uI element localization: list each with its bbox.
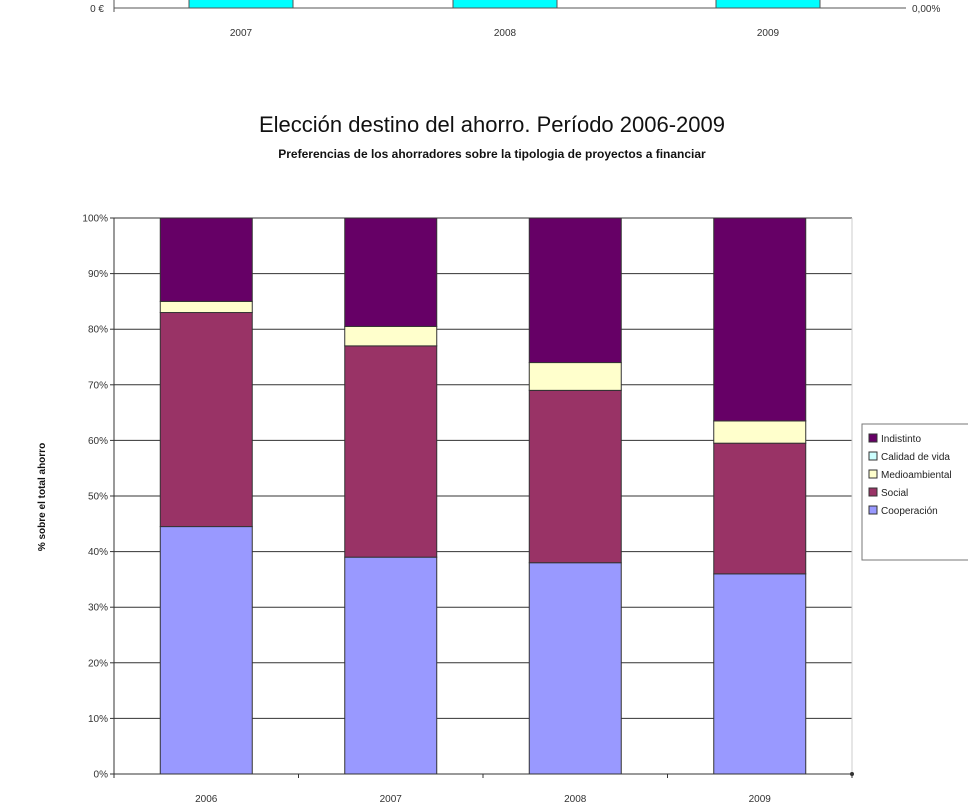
x-tick-label: 2009	[749, 794, 772, 805]
top-chart-y-right-label: 0,00%	[912, 4, 940, 15]
legend-swatch	[868, 469, 878, 479]
bar-segment	[344, 325, 438, 347]
bar-segment	[713, 442, 807, 575]
bar-segment	[159, 300, 253, 314]
y-tick-label: 100%	[82, 214, 108, 225]
bar-segment	[344, 217, 438, 327]
bar-segment	[528, 389, 622, 564]
top-chart-bar	[188, 0, 294, 9]
y-tick-label: 40%	[88, 547, 108, 558]
legend-swatch	[868, 433, 878, 443]
top-chart: 0 € 0,00% 2007 2008 2009	[90, 0, 940, 39]
legend-swatch	[868, 487, 878, 497]
bars	[159, 217, 807, 775]
legend-label: Indistinto	[881, 434, 921, 445]
axes	[113, 218, 854, 778]
bar-segment	[344, 345, 438, 558]
chart-title: Elección destino del ahorro. Período 200…	[259, 112, 725, 137]
y-tick-label: 80%	[88, 325, 108, 336]
bar-segment	[159, 312, 253, 528]
bar-segment	[344, 556, 438, 775]
chart-subtitle: Preferencias de los ahorradores sobre la…	[278, 147, 706, 161]
legend-label: Social	[881, 488, 908, 499]
x-tick-labels: 2006 2007 2008 2009	[195, 794, 771, 805]
y-tick-label: 10%	[88, 714, 108, 725]
legend-swatch	[868, 505, 878, 515]
y-tick-label: 60%	[88, 436, 108, 447]
top-chart-bar	[715, 0, 821, 9]
top-chart-category-label: 2009	[757, 28, 780, 39]
y-tick-labels: 0% 10% 20% 30% 40% 50% 60% 70% 80% 90% 100%	[82, 214, 108, 781]
legend-label: Medioambiental	[881, 470, 952, 481]
y-tick-label: 50%	[88, 492, 108, 503]
legend-swatch	[868, 451, 878, 461]
bar-segment	[159, 526, 253, 775]
y-tick-label: 30%	[88, 603, 108, 614]
x-tick-label: 2008	[564, 794, 587, 805]
legend-frame	[861, 423, 968, 561]
bar-segment	[528, 562, 622, 775]
legend-label: Cooperación	[881, 506, 938, 517]
bar-segment	[713, 420, 807, 444]
x-tick-label: 2007	[380, 794, 403, 805]
top-chart-bars	[188, 0, 821, 9]
y-tick-label: 0%	[94, 770, 109, 781]
y-tick-label: 90%	[88, 269, 108, 280]
y-tick-label: 20%	[88, 658, 108, 669]
top-chart-category-labels: 2007 2008 2009	[230, 28, 780, 39]
top-chart-y-left-label: 0 €	[90, 4, 104, 15]
top-chart-bar	[452, 0, 558, 9]
top-chart-category-label: 2008	[494, 28, 517, 39]
bar-segment	[713, 573, 807, 775]
x-tick-label: 2006	[195, 794, 218, 805]
top-chart-category-label: 2007	[230, 28, 253, 39]
bar-segment	[159, 217, 253, 302]
bar-segment	[528, 362, 622, 391]
bar-segment	[713, 217, 807, 422]
legend: Indistinto Calidad de vida Medioambiental S…	[861, 423, 968, 561]
legend-label: Calidad de vida	[881, 452, 950, 463]
y-axis-label: % sobre el total ahorro	[37, 443, 48, 551]
y-tick-label: 70%	[88, 380, 108, 391]
bar-segment	[528, 217, 622, 364]
